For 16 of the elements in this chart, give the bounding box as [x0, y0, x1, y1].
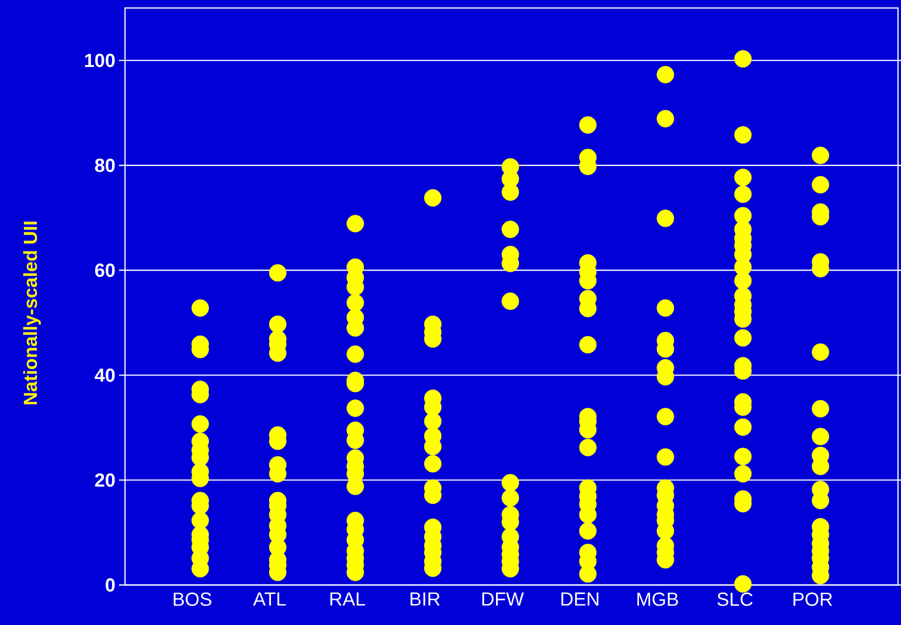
x-tick-label: MGB	[637, 592, 678, 606]
x-tick-label: BIR	[410, 592, 440, 606]
x-tick-label: DFW	[482, 592, 524, 606]
y-axis-title: Nationally-scaled UII	[23, 222, 41, 404]
x-tick-label: BOS	[174, 592, 212, 606]
y-tick-label: 40	[94, 368, 115, 382]
y-tick-label: 80	[95, 158, 115, 172]
y-tick-label: 60	[95, 264, 115, 277]
x-tick-label: SLC	[717, 592, 753, 606]
y-tick-label: 20	[95, 473, 115, 487]
y-tick-label: 0	[106, 578, 115, 592]
x-tick-label: RAL	[330, 592, 366, 606]
y-tick-label: 100	[85, 54, 115, 68]
x-tick-label: POR	[794, 592, 832, 606]
x-tick-label: ATL	[253, 592, 286, 606]
x-tick-label: DEN	[561, 592, 598, 606]
